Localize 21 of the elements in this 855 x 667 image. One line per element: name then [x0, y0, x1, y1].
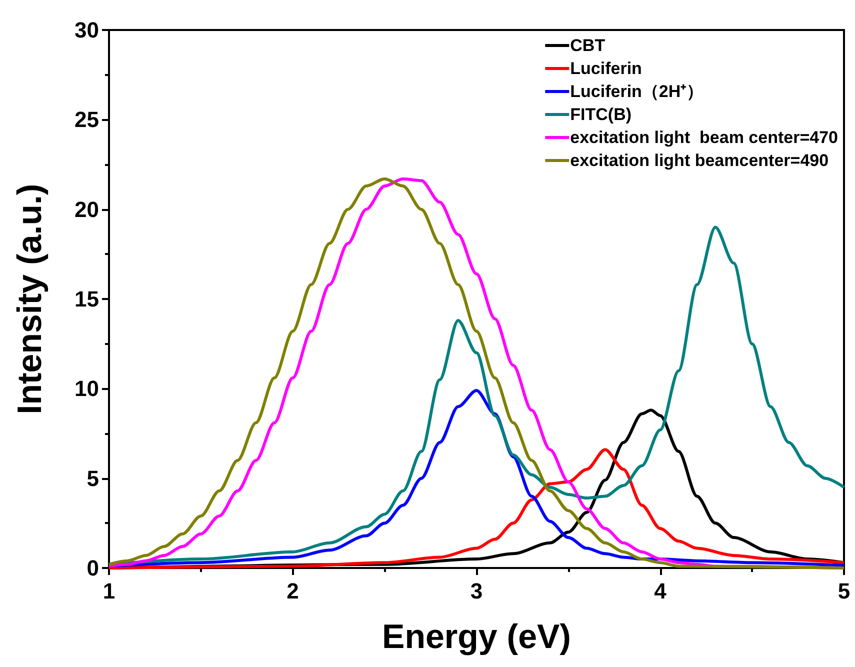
legend-label: excitation light beam center=470: [570, 128, 838, 147]
line-series: [108, 448, 846, 570]
x-tick-label: 5: [838, 578, 850, 604]
x-tick-label: 1: [102, 578, 116, 604]
y-axis-title: Intensity (a.u.): [11, 184, 49, 414]
y-tick-label: 25: [74, 107, 99, 132]
y-tick-label: 15: [74, 286, 99, 312]
legend-label: Luciferin: [570, 59, 642, 78]
x-tick-label: 4: [654, 578, 668, 604]
legend-label: CBT: [570, 36, 606, 55]
legend-label: Luciferin（2H⁺）: [570, 82, 704, 101]
legend-label: FITC(B): [570, 105, 632, 124]
y-tick-label: 20: [74, 196, 99, 222]
x-tick-label: 2: [286, 578, 299, 604]
y-tick-label: 0: [86, 556, 99, 580]
x-axis-title: Energy (eV): [382, 618, 571, 656]
y-tick-label: 30: [74, 18, 99, 42]
x-tick-label: 3: [470, 578, 483, 604]
legend-label: excitation light beamcenter=490: [570, 151, 829, 170]
y-tick-label: 5: [86, 466, 99, 491]
y-tick-label: 10: [74, 376, 99, 402]
